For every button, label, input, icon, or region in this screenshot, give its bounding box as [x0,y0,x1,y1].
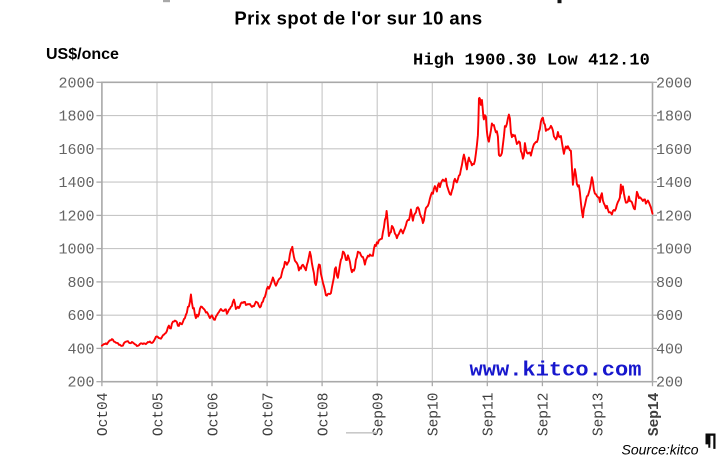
svg-text:Oct07: Oct07 [261,393,277,437]
svg-text:1400: 1400 [58,175,94,192]
svg-text:Sep09: Sep09 [372,393,388,437]
svg-text:400: 400 [67,341,94,358]
svg-text:1200: 1200 [58,208,94,225]
svg-text:US$/once: US$/once [46,46,119,63]
svg-text:Sep10: Sep10 [427,393,443,437]
svg-text:www.kitco.com: www.kitco.com [470,360,642,383]
svg-text:600: 600 [67,308,94,325]
svg-text:2000: 2000 [656,75,692,92]
svg-text:1600: 1600 [58,142,94,159]
svg-text:200: 200 [656,375,683,392]
svg-text:High 1900.30 Low 412.10: High 1900.30 Low 412.10 [413,52,650,71]
svg-text:1800: 1800 [58,109,94,126]
svg-text:600: 600 [656,308,683,325]
svg-text:Prix spot de l'or sur 10 ans: Prix spot de l'or sur 10 ans [234,8,482,29]
svg-text:1000: 1000 [656,242,692,259]
svg-text:Oct06: Oct06 [206,393,222,437]
svg-text:2000: 2000 [58,75,94,92]
svg-text:400: 400 [656,341,683,358]
svg-text:800: 800 [67,275,94,292]
svg-text:Oct08: Oct08 [316,393,332,437]
svg-text:Oct04: Oct04 [96,393,112,437]
svg-text:1600: 1600 [656,142,692,159]
svg-text:Sep12: Sep12 [537,393,553,437]
svg-text:200: 200 [67,375,94,392]
svg-text:1200: 1200 [656,208,692,225]
svg-text:Source:kitco: Source:kitco [622,442,699,458]
svg-text:1800: 1800 [656,109,692,126]
svg-text:Oct05: Oct05 [151,393,167,437]
svg-text:Sep14: Sep14 [647,392,663,436]
svg-text:1400: 1400 [656,175,692,192]
svg-text:1000: 1000 [58,242,94,259]
svg-text:Sep11: Sep11 [482,393,498,437]
svg-text:800: 800 [656,275,683,292]
svg-text:Sep13: Sep13 [592,393,608,437]
